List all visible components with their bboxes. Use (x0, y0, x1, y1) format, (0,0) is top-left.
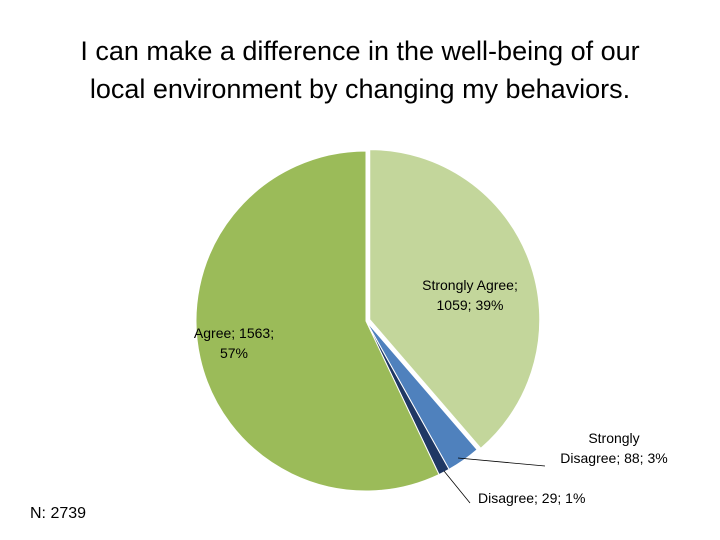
data-label-strongly-agree: Strongly Agree; 1059; 39% (422, 277, 518, 313)
pie-slice-strongly-agree (369, 149, 541, 449)
leader-line-disagree (443, 470, 471, 504)
data-label-agree: Agree; 1563; 57% (194, 325, 274, 361)
pie-slice-agree (195, 150, 440, 492)
leader-line-strongly-disagree (457, 457, 546, 467)
chart-title-line-2: local environment by changing my behavio… (89, 74, 631, 104)
chart-title-line-1: I can make a difference in the well-bein… (80, 36, 640, 66)
sample-size-label: N: 2739 (30, 505, 87, 522)
data-label-strongly-disagree: Strongly Disagree; 88; 3% (560, 430, 667, 466)
chart-title: I can make a difference in the well-bein… (40, 32, 680, 108)
data-label-disagree: Disagree; 29; 1% (478, 490, 585, 506)
